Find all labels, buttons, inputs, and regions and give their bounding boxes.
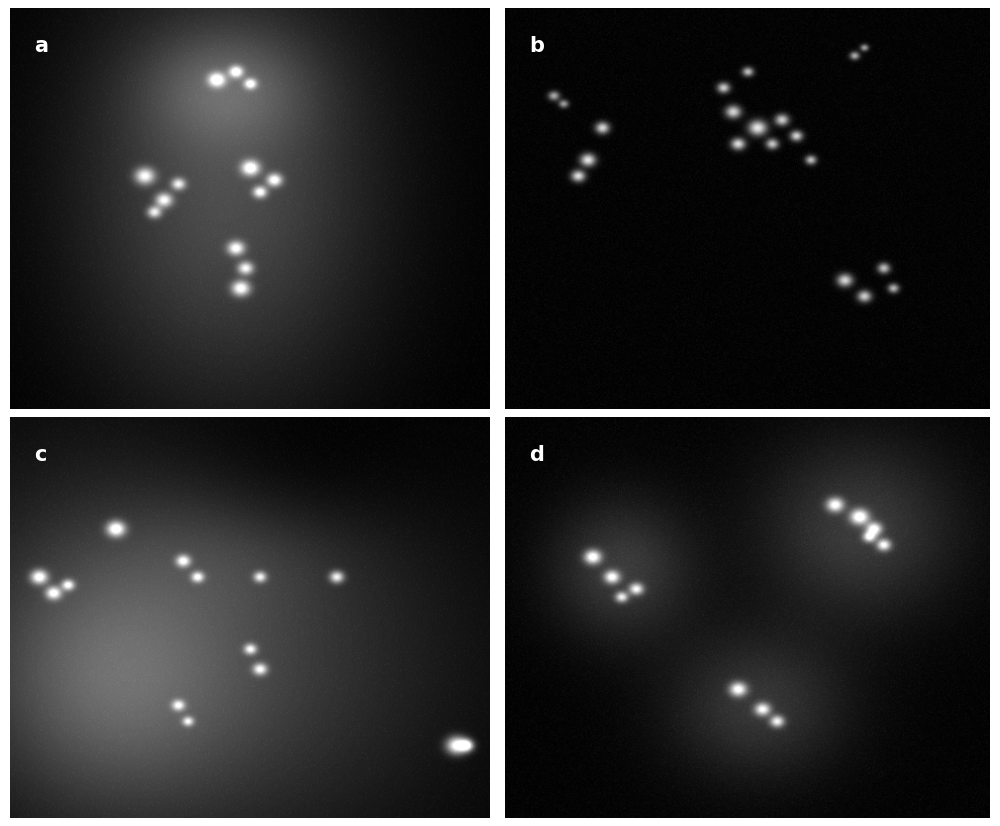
- Text: a: a: [34, 36, 48, 56]
- Text: c: c: [34, 445, 46, 465]
- Text: d: d: [529, 445, 544, 465]
- Text: b: b: [529, 36, 544, 56]
